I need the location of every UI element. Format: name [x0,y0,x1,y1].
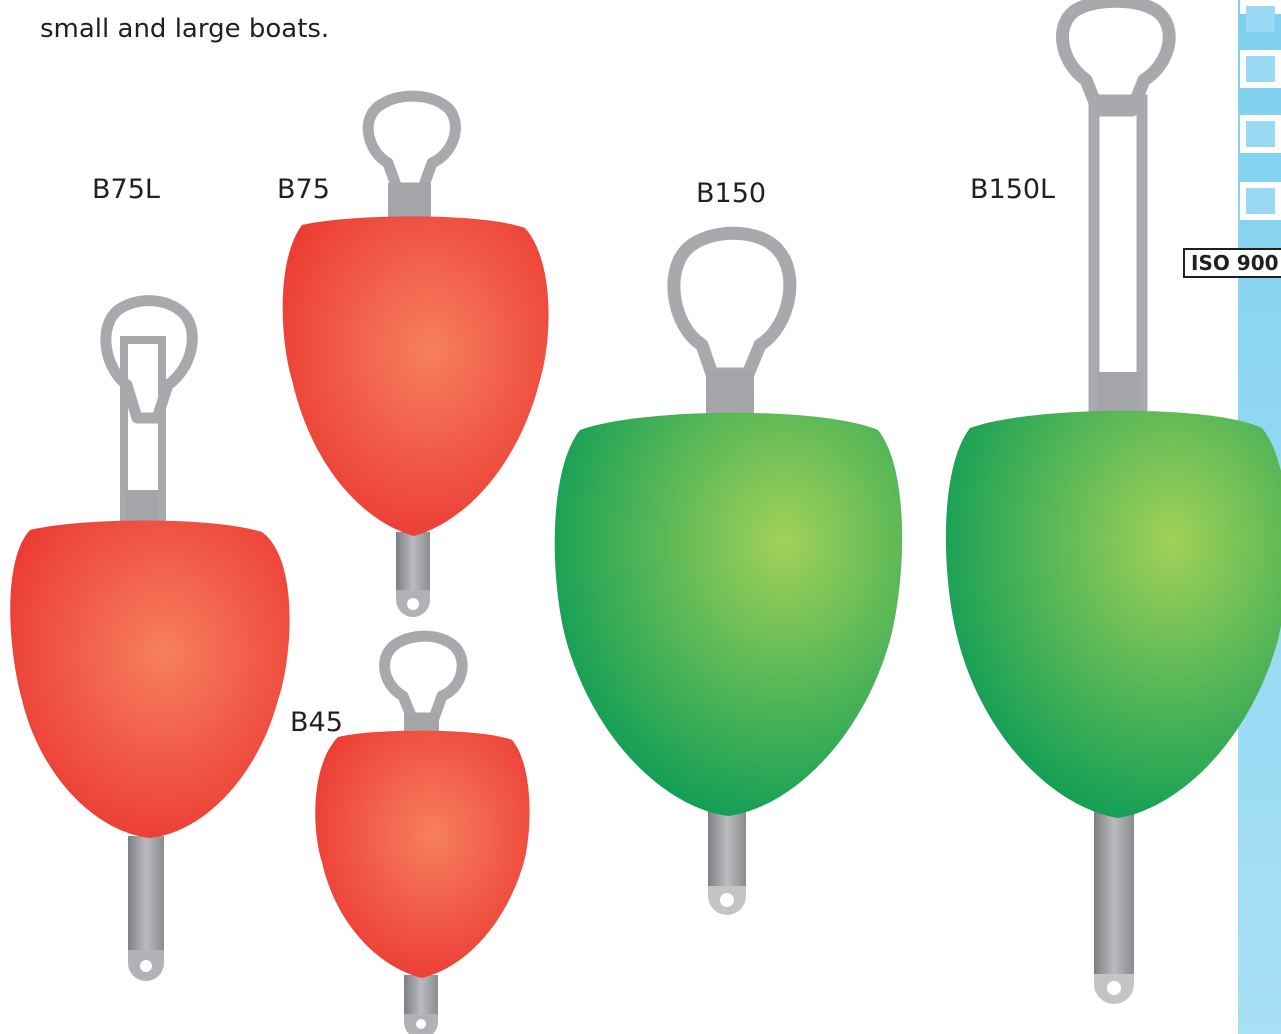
handle-loop [667,226,797,381]
label-b75: B75 [277,174,330,205]
side-block [1240,0,1281,32]
fender-body [554,412,903,816]
handle-loop [379,630,468,724]
label-b150: B150 [696,178,767,209]
bottom-rod [1094,810,1134,980]
bottom-rod [404,975,438,1020]
fender-body [10,520,290,838]
fender-b150l [945,0,1281,1004]
fender-b75l [10,295,290,981]
fender-b45 [315,630,530,1034]
handle-loop [362,90,461,194]
handle-loop [1056,0,1176,117]
bottom-rod [708,808,746,892]
fender-body [282,216,549,536]
fender-body [945,410,1281,818]
iso-badge-text: ISO 900 [1191,251,1279,275]
fender-body [315,730,530,978]
handle-collar [1098,372,1140,416]
side-block [1240,182,1281,220]
label-b75l: B75L [92,174,160,205]
side-block [1240,50,1281,88]
handle-loop [100,295,198,424]
bottom-rod [396,532,430,594]
label-b45: B45 [290,707,343,738]
fender-b75 [282,90,549,617]
side-block [1240,115,1281,153]
handle-collar [388,183,431,223]
iso-badge: ISO 900 [1183,248,1281,278]
intro-text: small and large boats. [40,14,330,44]
handle-collar [706,370,754,416]
bottom-rod [128,836,164,956]
fender-b150 [554,226,903,915]
handle-collar [126,490,158,524]
label-b150l: B150L [970,174,1056,205]
